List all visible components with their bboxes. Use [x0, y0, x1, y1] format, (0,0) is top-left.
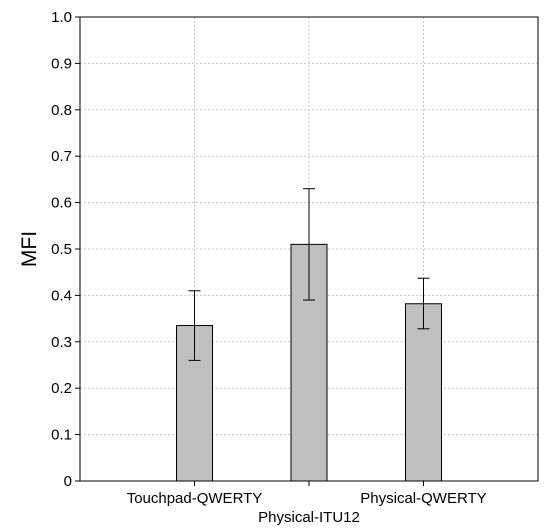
y-axis-ticks: 0 0.1 0.2 0.3 0.4 0.5 0.6 0.7 0.8 0.9 1.0	[51, 9, 80, 490]
y-tick-label: 0.9	[51, 55, 72, 72]
y-tick-label: 0.8	[51, 102, 72, 119]
y-tick-label: 0.4	[51, 287, 72, 304]
y-axis-label: MFI	[18, 231, 41, 267]
error-bars-group	[188, 188, 430, 361]
x-tick-label: Touchpad-QWERTY	[127, 490, 263, 507]
y-tick-label: 0.1	[51, 427, 72, 444]
y-tick-label: 0	[64, 473, 72, 490]
y-tick-label: 0.5	[51, 241, 72, 258]
x-tick-label: Physical-ITU12	[258, 509, 360, 526]
bar	[405, 303, 442, 482]
y-tick-label: 0.3	[51, 334, 72, 351]
y-tick-label: 0.7	[51, 148, 72, 165]
x-tick-label: Physical-QWERTY	[360, 490, 486, 507]
y-tick-label: 0.2	[51, 380, 72, 397]
y-tick-label: 1.0	[51, 9, 72, 26]
y-tick-label: 0.6	[51, 195, 72, 212]
x-axis-ticks: Touchpad-QWERTY Physical-ITU12Physical-QW…	[127, 481, 487, 526]
